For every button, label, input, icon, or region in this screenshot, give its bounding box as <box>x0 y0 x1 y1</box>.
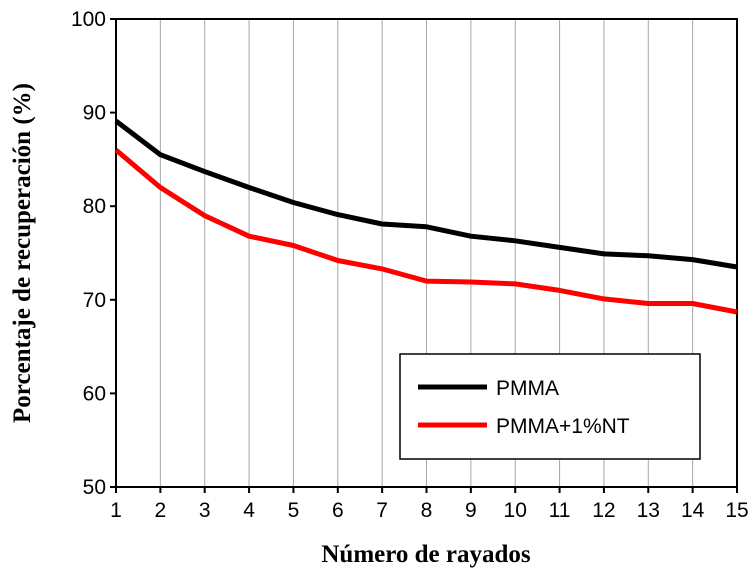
y-tick-label-60: 60 <box>83 382 106 405</box>
y-axis: 50 60 70 80 90 100 <box>71 8 116 499</box>
x-tick-label-4: 4 <box>243 499 255 522</box>
legend-label-pmma: PMMA <box>496 377 559 400</box>
x-tick-label-6: 6 <box>332 499 344 522</box>
x-tick-label-3: 3 <box>199 499 211 522</box>
x-tick-label-15: 15 <box>725 499 748 522</box>
x-tick-label-14: 14 <box>681 499 705 522</box>
legend-label-pmma-1nt: PMMA+1%NT <box>496 415 630 438</box>
y-tick-label-80: 80 <box>83 195 106 218</box>
x-tick-label-10: 10 <box>504 499 527 522</box>
legend-box <box>399 353 701 460</box>
x-tick-label-9: 9 <box>465 499 477 522</box>
x-tick-label-11: 11 <box>549 499 571 522</box>
x-tick-label-13: 13 <box>637 499 660 522</box>
x-tick-label-8: 8 <box>421 499 433 522</box>
x-axis: 1 2 3 4 5 6 7 8 9 10 11 12 13 14 15 <box>110 487 749 522</box>
y-tick-label-50: 50 <box>83 476 106 499</box>
x-axis-title: Número de rayados <box>321 541 531 568</box>
x-tick-label-1: 1 <box>110 499 122 522</box>
y-tick-label-100: 100 <box>71 8 106 31</box>
x-tick-label-7: 7 <box>376 499 388 522</box>
series-lines <box>114 119 738 315</box>
x-tick-label-2: 2 <box>155 499 167 522</box>
y-axis-title: Porcentaje de recuperación (%) <box>9 83 36 423</box>
x-tick-label-12: 12 <box>592 499 615 522</box>
y-tick-label-90: 90 <box>83 102 106 125</box>
x-tick-label-5: 5 <box>288 499 300 522</box>
legend: PMMA PMMA+1%NT <box>399 353 701 460</box>
y-tick-label-70: 70 <box>83 289 106 312</box>
